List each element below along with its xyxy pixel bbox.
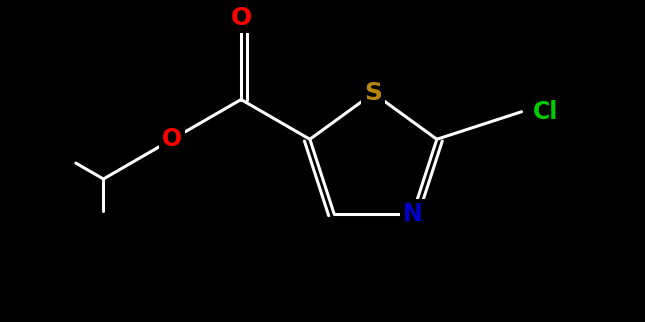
Text: N: N	[402, 202, 422, 226]
Text: O: O	[162, 127, 183, 151]
Text: S: S	[364, 81, 382, 105]
Text: Cl: Cl	[533, 100, 559, 124]
Text: O: O	[230, 5, 252, 30]
